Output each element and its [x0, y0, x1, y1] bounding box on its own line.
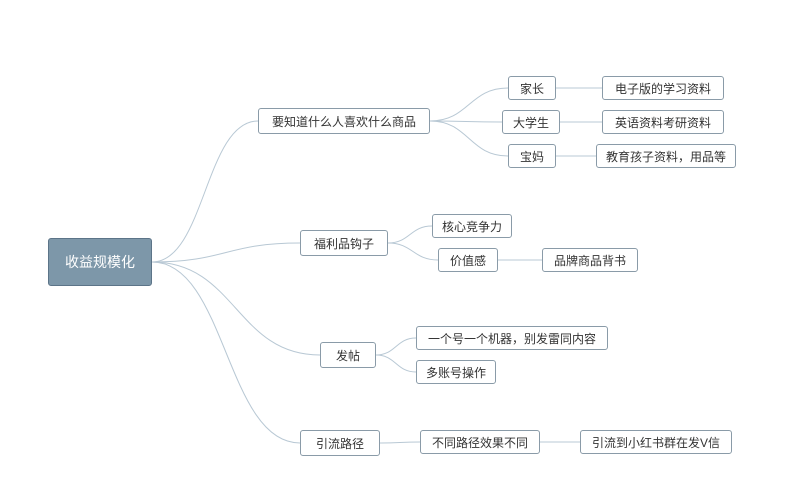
edge-root-b4 — [152, 262, 300, 443]
node-label: 发帖 — [336, 347, 360, 364]
node-label: 价值感 — [450, 252, 486, 269]
edge-b1-b1c1 — [430, 88, 508, 121]
node-label: 宝妈 — [520, 148, 544, 165]
node-root[interactable]: 收益规模化 — [48, 238, 152, 286]
node-label: 收益规模化 — [65, 252, 135, 272]
node-label: 英语资料考研资料 — [615, 114, 711, 131]
node-label: 核心竞争力 — [442, 218, 502, 235]
node-label: 不同路径效果不同 — [432, 434, 528, 451]
node-label: 引流到小红书群在发V信 — [592, 434, 720, 451]
node-label: 大学生 — [513, 114, 549, 131]
edge-root-b3 — [152, 262, 320, 355]
node-b2[interactable]: 福利品钩子 — [300, 230, 388, 256]
node-b1c2[interactable]: 大学生 — [502, 110, 560, 134]
node-b3[interactable]: 发帖 — [320, 342, 376, 368]
node-b1c3d[interactable]: 教育孩子资料，用品等 — [596, 144, 736, 168]
node-label: 电子版的学习资料 — [615, 80, 711, 97]
node-b1[interactable]: 要知道什么人喜欢什么商品 — [258, 108, 430, 134]
node-b4c1[interactable]: 不同路径效果不同 — [420, 430, 540, 454]
node-b1c1d[interactable]: 电子版的学习资料 — [602, 76, 724, 100]
node-label: 家长 — [520, 80, 544, 97]
node-label: 要知道什么人喜欢什么商品 — [272, 113, 416, 130]
node-label: 福利品钩子 — [314, 235, 374, 252]
edge-root-b1 — [152, 121, 258, 262]
node-b2c2[interactable]: 价值感 — [438, 248, 498, 272]
edge-b2-b2c2 — [388, 243, 438, 260]
edge-b2-b2c1 — [388, 226, 432, 243]
node-label: 教育孩子资料，用品等 — [606, 148, 726, 165]
node-b2c1[interactable]: 核心竞争力 — [432, 214, 512, 238]
edge-b1-b1c3 — [430, 121, 508, 156]
node-b1c3[interactable]: 宝妈 — [508, 144, 556, 168]
node-label: 品牌商品背书 — [554, 252, 626, 269]
node-b1c2d[interactable]: 英语资料考研资料 — [602, 110, 724, 134]
node-label: 一个号一个机器，别发雷同内容 — [428, 330, 596, 347]
edge-b3-b3c1 — [376, 338, 416, 355]
edge-b4-b4c1 — [380, 442, 420, 443]
node-b2c2d[interactable]: 品牌商品背书 — [542, 248, 638, 272]
node-label: 引流路径 — [316, 435, 364, 452]
edge-b3-b3c2 — [376, 355, 416, 372]
node-b3c2[interactable]: 多账号操作 — [416, 360, 496, 384]
node-label: 多账号操作 — [426, 364, 486, 381]
node-b4[interactable]: 引流路径 — [300, 430, 380, 456]
node-b4c1d[interactable]: 引流到小红书群在发V信 — [580, 430, 732, 454]
node-b1c1[interactable]: 家长 — [508, 76, 556, 100]
node-b3c1[interactable]: 一个号一个机器，别发雷同内容 — [416, 326, 608, 350]
